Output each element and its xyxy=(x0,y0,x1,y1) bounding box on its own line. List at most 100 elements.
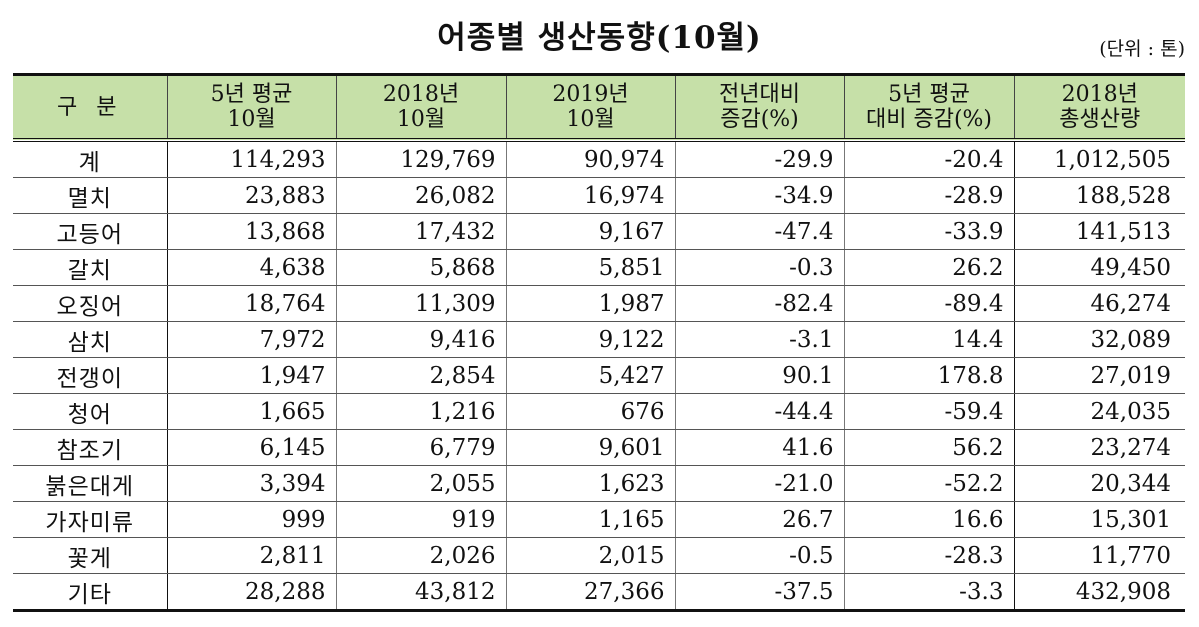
page-title: 어종별 생산동향(10월) xyxy=(437,20,762,56)
oct-2019-cell: 27,366 xyxy=(505,573,676,612)
oct-2019-cell: 9,601 xyxy=(505,429,676,466)
table-row: 멸치 23,883 26,082 16,974 -34.9 -28.9 188,528 xyxy=(13,177,1185,214)
oct-2018-cell: 2,055 xyxy=(335,465,507,502)
header-line1: 2018년 xyxy=(1061,82,1138,107)
table-row: 갈치 4,638 5,868 5,851 -0.3 26.2 49,450 xyxy=(13,249,1185,286)
species-name-cell: 삼치 xyxy=(13,321,168,358)
yoy-change-pct-cell: -0.3 xyxy=(674,249,845,286)
avg-5yr-oct-cell: 1,947 xyxy=(166,357,337,394)
oct-2018-cell: 9,416 xyxy=(335,321,507,358)
species-name-cell: 오징어 xyxy=(13,285,168,322)
oct-2019-cell: 90,974 xyxy=(505,140,676,178)
avg5yr-change-pct-cell: 178.8 xyxy=(843,357,1015,394)
yoy-change-pct-cell: 41.6 xyxy=(674,429,845,466)
avg5yr-change-pct-cell: -59.4 xyxy=(843,393,1015,430)
yoy-change-pct-cell: -37.5 xyxy=(674,573,845,612)
yoy-change-pct-cell: -29.9 xyxy=(674,140,845,178)
table-row: 참조기 6,145 6,779 9,601 41.6 56.2 23,274 xyxy=(13,429,1185,466)
header-2019: 2019년 10월 xyxy=(505,73,676,142)
yoy-change-pct-cell: 90.1 xyxy=(674,357,845,394)
yoy-change-pct-cell: -82.4 xyxy=(674,285,845,322)
header-line1: 구 분 xyxy=(57,94,123,120)
avg5yr-change-pct-cell: 14.4 xyxy=(843,321,1015,358)
header-line2: 대비 증감(%) xyxy=(865,107,993,132)
header-line1: 5년 평균 xyxy=(888,82,970,107)
header-5yr-change: 5년 평균 대비 증감(%) xyxy=(843,73,1015,142)
species-name-cell: 꽃게 xyxy=(13,537,168,574)
total-2018-cell: 23,274 xyxy=(1013,429,1185,466)
avg5yr-change-pct-cell: -89.4 xyxy=(843,285,1015,322)
total-2018-cell: 432,908 xyxy=(1013,573,1185,612)
total-2018-cell: 46,274 xyxy=(1013,285,1185,322)
table-row: 삼치 7,972 9,416 9,122 -3.1 14.4 32,089 xyxy=(13,321,1185,358)
oct-2019-cell: 16,974 xyxy=(505,177,676,214)
avg-5yr-oct-cell: 13,868 xyxy=(166,213,337,250)
oct-2019-cell: 5,427 xyxy=(505,357,676,394)
header-row: 구 분 5년 평균 10월 2018년 10월 2019년 10월 전년대비 증… xyxy=(13,73,1185,142)
avg-5yr-oct-cell: 114,293 xyxy=(166,140,337,178)
avg5yr-change-pct-cell: -52.2 xyxy=(843,465,1015,502)
table-row: 전갱이 1,947 2,854 5,427 90.1 178.8 27,019 xyxy=(13,357,1185,394)
header-line1: 2018년 xyxy=(382,82,460,107)
avg5yr-change-pct-cell: 56.2 xyxy=(843,429,1015,466)
yoy-change-pct-cell: -3.1 xyxy=(674,321,845,358)
oct-2018-cell: 5,868 xyxy=(335,249,507,286)
avg-5yr-oct-cell: 6,145 xyxy=(166,429,337,466)
oct-2018-cell: 17,432 xyxy=(335,213,507,250)
oct-2019-cell: 9,122 xyxy=(505,321,676,358)
total-2018-cell: 27,019 xyxy=(1013,357,1185,394)
species-name-cell: 갈치 xyxy=(13,249,168,286)
yoy-change-pct-cell: -0.5 xyxy=(674,537,845,574)
species-name-cell: 붉은대게 xyxy=(13,465,168,502)
oct-2019-cell: 1,165 xyxy=(505,501,676,538)
table-row: 꽃게 2,811 2,026 2,015 -0.5 -28.3 11,770 xyxy=(13,537,1185,574)
oct-2019-cell: 676 xyxy=(505,393,676,430)
total-2018-cell: 32,089 xyxy=(1013,321,1185,358)
header-line2: 10월 xyxy=(396,107,446,132)
header-2018-total: 2018년 총생산량 xyxy=(1013,73,1185,142)
total-2018-cell: 49,450 xyxy=(1013,249,1185,286)
oct-2018-cell: 26,082 xyxy=(335,177,507,214)
yoy-change-pct-cell: -44.4 xyxy=(674,393,845,430)
header-5yr-avg: 5년 평균 10월 xyxy=(166,73,337,142)
species-name-cell: 청어 xyxy=(13,393,168,430)
header-2018: 2018년 10월 xyxy=(335,73,507,142)
total-2018-cell: 11,770 xyxy=(1013,537,1185,574)
oct-2018-cell: 919 xyxy=(335,501,507,538)
species-name-cell: 고등어 xyxy=(13,213,168,250)
yoy-change-pct-cell: -21.0 xyxy=(674,465,845,502)
header-line1: 2019년 xyxy=(552,82,629,107)
table-row: 가자미류 999 919 1,165 26.7 16.6 15,301 xyxy=(13,501,1185,538)
avg5yr-change-pct-cell: 26.2 xyxy=(843,249,1015,286)
oct-2019-cell: 1,987 xyxy=(505,285,676,322)
yoy-change-pct-cell: 26.7 xyxy=(674,501,845,538)
avg-5yr-oct-cell: 999 xyxy=(166,501,337,538)
header-line1: 5년 평균 xyxy=(210,82,293,107)
avg-5yr-oct-cell: 7,972 xyxy=(166,321,337,358)
avg5yr-change-pct-cell: -20.4 xyxy=(843,140,1015,178)
oct-2018-cell: 2,854 xyxy=(335,357,507,394)
species-name-cell: 계 xyxy=(13,140,168,178)
avg5yr-change-pct-cell: -33.9 xyxy=(843,213,1015,250)
yoy-change-pct-cell: -47.4 xyxy=(674,213,845,250)
header-yoy-change: 전년대비 증감(%) xyxy=(674,73,845,142)
oct-2018-cell: 11,309 xyxy=(335,285,507,322)
avg-5yr-oct-cell: 2,811 xyxy=(166,537,337,574)
oct-2019-cell: 5,851 xyxy=(505,249,676,286)
oct-2019-cell: 9,167 xyxy=(505,213,676,250)
avg-5yr-oct-cell: 1,665 xyxy=(166,393,337,430)
unit-label: (단위 : 톤) xyxy=(1099,38,1185,60)
avg-5yr-oct-cell: 4,638 xyxy=(166,249,337,286)
species-name-cell: 가자미류 xyxy=(13,501,168,538)
oct-2018-cell: 1,216 xyxy=(335,393,507,430)
avg-5yr-oct-cell: 28,288 xyxy=(166,573,337,612)
species-name-cell: 기타 xyxy=(13,573,168,612)
avg-5yr-oct-cell: 23,883 xyxy=(166,177,337,214)
header-line2: 10월 xyxy=(227,107,276,132)
header-line2: 10월 xyxy=(566,107,615,132)
table-row: 고등어 13,868 17,432 9,167 -47.4 -33.9 141,513 xyxy=(13,213,1185,250)
species-name-cell: 참조기 xyxy=(13,429,168,466)
oct-2019-cell: 1,623 xyxy=(505,465,676,502)
total-2018-cell: 15,301 xyxy=(1013,501,1185,538)
production-table: 구 분 5년 평균 10월 2018년 10월 2019년 10월 전년대비 증… xyxy=(13,73,1185,612)
